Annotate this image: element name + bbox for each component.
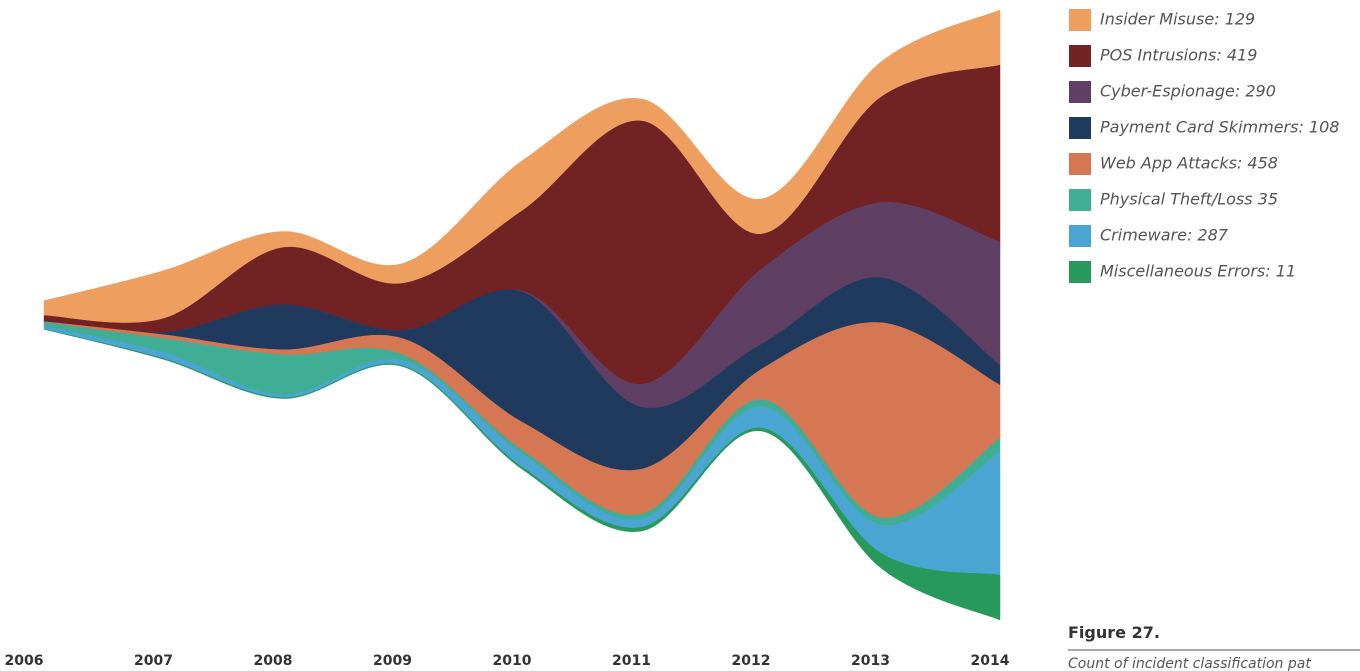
x-tick-label: 2012: [732, 653, 771, 669]
legend-label: Insider Misuse: 129: [1100, 10, 1255, 29]
x-tick-label: 2007: [134, 653, 173, 669]
x-tick-label: 2013: [851, 653, 890, 669]
stream-layer: [43, 328, 1001, 621]
legend-swatch: [1069, 153, 1091, 175]
x-tick-label: 2010: [493, 653, 532, 669]
legend-label: Web App Attacks: 458: [1100, 154, 1278, 173]
legend-label: POS Intrusions: 419: [1100, 46, 1257, 65]
legend-label: Miscellaneous Errors: 11: [1100, 262, 1296, 281]
x-tick-label: 2011: [612, 653, 651, 669]
legend-label: Physical Theft/Loss 35: [1100, 190, 1278, 209]
caption: Count of incident classification pat: [1068, 656, 1311, 671]
legend-swatch: [1069, 261, 1091, 283]
legend-swatch: [1069, 45, 1091, 67]
x-tick-label: 2006: [5, 653, 44, 669]
legend-swatch: [1069, 81, 1091, 103]
legend-swatch: [1069, 189, 1091, 211]
legend-swatch: [1069, 225, 1091, 247]
legend-swatch: [1069, 117, 1091, 139]
legend-label: Cyber-Espionage: 290: [1100, 82, 1276, 101]
legend-swatch: [1069, 9, 1091, 31]
figure-label: Figure 27.: [1068, 623, 1160, 642]
x-tick-label: 2009: [373, 653, 412, 669]
x-tick-label: 2008: [254, 653, 293, 669]
legend-label: Payment Card Skimmers: 108: [1100, 118, 1339, 137]
x-tick-label: 2014: [971, 653, 1010, 669]
legend-label: Crimeware: 287: [1100, 226, 1229, 245]
